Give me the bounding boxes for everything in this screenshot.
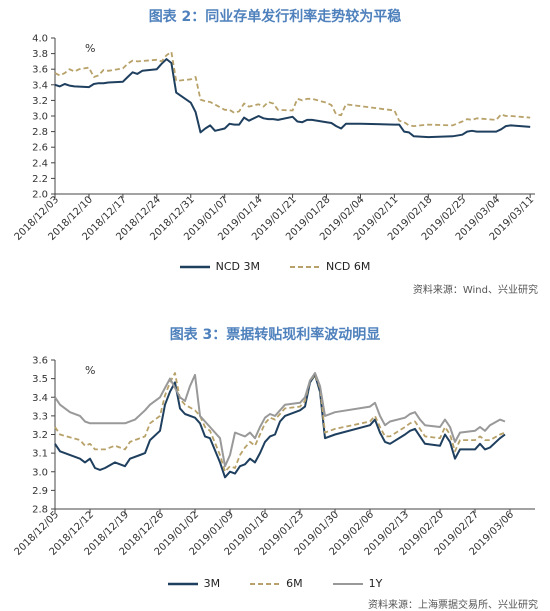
chart-1-legend: NCD 3M NCD 6M — [0, 260, 550, 273]
legend-swatch-6m — [250, 582, 281, 585]
chart-2-legend: 3M 6M 1Y — [0, 577, 550, 590]
y-tick-label: 2.8 — [32, 505, 48, 516]
chart-1-source: 资料来源：Wind、兴业研究 — [412, 285, 538, 296]
series-line-1y — [54, 372, 506, 468]
chart-2-plot: 3.63.53.43.33.23.13.02.92.8%2018/12/0520… — [13, 356, 535, 558]
y-tick-label: 3.2 — [32, 430, 48, 441]
legend-label-ncd-6m: NCD 6M — [326, 260, 371, 273]
y-tick-label: 3.1 — [32, 449, 48, 460]
legend-label-6m: 6M — [286, 577, 303, 590]
series-line-ncd-3m — [54, 58, 531, 139]
series-line-ncd-6m — [54, 51, 531, 127]
chart-2-title: 图表 3：票据转贴现利率波动明显 — [169, 327, 381, 343]
y-tick-label: 2.0 — [32, 190, 48, 201]
legend-swatch-ncd-6m — [290, 265, 320, 268]
y-tick-label: 2.4 — [32, 158, 48, 169]
y-tick-label: 4.0 — [32, 34, 48, 45]
chart-1-title: 图表 2：同业存单发行利率走势较为平稳 — [148, 9, 402, 25]
y-tick-label: 3.8 — [32, 49, 48, 60]
y-tick-label: 3.6 — [32, 65, 48, 76]
legend-label-3m: 3M — [203, 577, 221, 590]
y-tick-label: 3.6 — [32, 356, 48, 367]
legend-item-ncd-3m: NCD 3M — [179, 260, 260, 273]
y-tick-label: 3.0 — [32, 112, 48, 123]
y-tick-label: 2.2 — [32, 174, 48, 185]
y-tick-label: 3.4 — [32, 393, 48, 404]
legend-swatch-1y — [332, 582, 363, 585]
chart-2-source: 资料来源：上海票据交易所、兴业研究 — [368, 600, 538, 611]
unit-label: % — [85, 364, 95, 377]
y-tick-label: 2.9 — [32, 486, 48, 497]
y-tick-label: 3.5 — [32, 374, 48, 385]
legend-label-1y: 1Y — [368, 577, 383, 590]
y-tick-label: 2.8 — [32, 127, 48, 138]
legend-item-1y: 1Y — [332, 577, 383, 590]
series-line-6m — [54, 372, 506, 473]
y-tick-label: 3.2 — [32, 96, 48, 107]
legend-item-6m: 6M — [250, 577, 303, 590]
legend-swatch-3m — [167, 582, 198, 585]
legend-item-3m: 3M — [167, 577, 221, 590]
chart-1-plot: 4.03.83.63.43.23.02.82.62.42.22.0%2018/1… — [13, 34, 537, 243]
legend-swatch-ncd-3m — [179, 265, 210, 268]
y-tick-label: 2.6 — [32, 143, 48, 154]
unit-label: % — [85, 42, 95, 55]
series-line-3m — [54, 373, 506, 479]
legend-item-ncd-6m: NCD 6M — [290, 260, 370, 273]
y-tick-label: 3.0 — [32, 467, 48, 478]
y-tick-label: 3.3 — [32, 411, 48, 422]
y-tick-label: 3.4 — [32, 80, 48, 91]
legend-label-ncd-3m: NCD 3M — [215, 260, 260, 273]
